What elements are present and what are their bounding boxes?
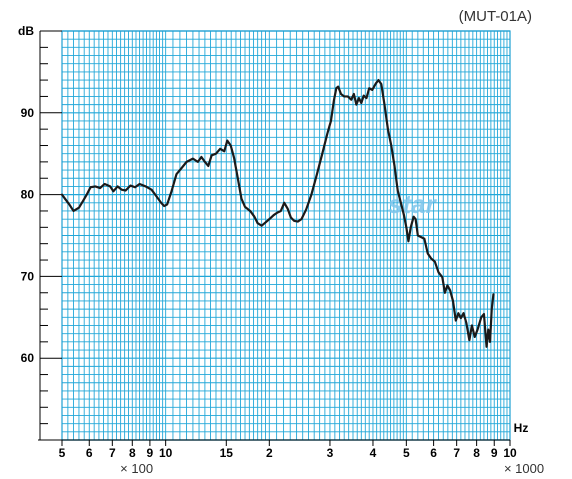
x-tick-label: 2: [266, 446, 273, 460]
y-tick-label: 60: [21, 351, 35, 365]
y-tick-label: 90: [21, 106, 35, 120]
x-tick-label: 10: [159, 446, 173, 460]
x-tick-label: 15: [220, 446, 234, 460]
x-tick-label: 7: [109, 446, 116, 460]
x-tick-label: 5: [59, 446, 66, 460]
x-tick-label: 8: [473, 446, 480, 460]
x-tick-label: 9: [491, 446, 498, 460]
x-axis-unit-label: Hz: [514, 421, 529, 435]
chart-grid: [61, 30, 511, 441]
watermark: star: [388, 189, 438, 219]
response-curve: [60, 78, 495, 348]
x-multiplier-label: × 1000: [504, 461, 544, 476]
x-tick-label: 8: [129, 446, 136, 460]
x-tick-label: 10: [503, 446, 517, 460]
model-label: (MUT-01A): [458, 8, 532, 25]
y-tick-label: dB: [18, 24, 34, 38]
x-tick-label: 9: [147, 446, 154, 460]
x-multiplier-label: × 100: [120, 461, 153, 476]
x-tick-label: 7: [453, 446, 460, 460]
x-tick-label: 6: [430, 446, 437, 460]
x-tick-label: 6: [86, 446, 93, 460]
chart-axes: [38, 30, 511, 446]
chart-series: [60, 78, 495, 348]
x-tick-label: 5: [403, 446, 410, 460]
x-tick-label: 4: [370, 446, 377, 460]
x-tick-label: 3: [327, 446, 334, 460]
y-tick-label: 80: [21, 188, 35, 202]
y-tick-label: 70: [21, 269, 35, 283]
